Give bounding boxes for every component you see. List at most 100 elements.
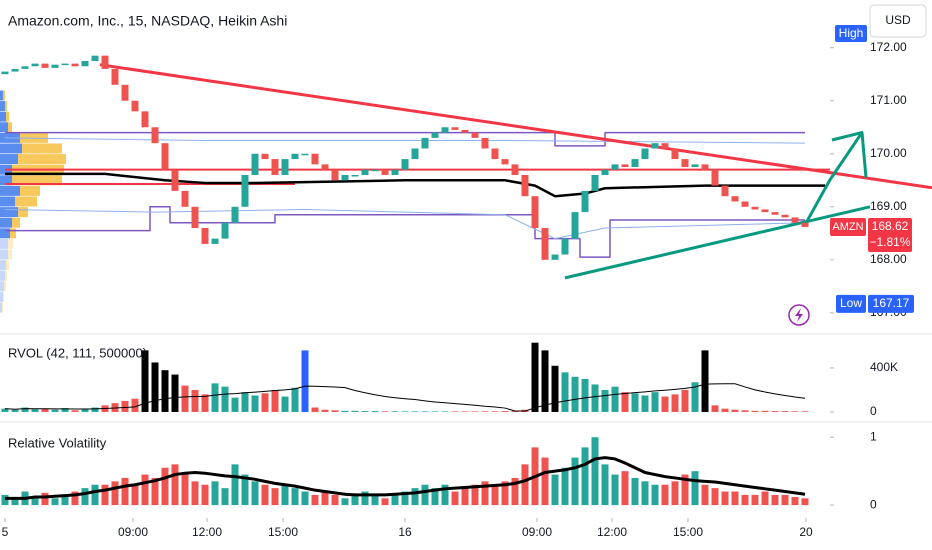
bar: [491, 411, 499, 412]
candle-body: [701, 164, 709, 170]
bar: [791, 496, 799, 506]
x-tick-label: 09:00: [522, 525, 552, 539]
candle-body: [521, 174, 529, 197]
y-tick-label: 0: [870, 497, 877, 511]
y-tick-label: 400K: [870, 360, 898, 374]
line: [5, 456, 806, 500]
bar: [691, 382, 699, 412]
bar: [311, 407, 319, 412]
candle-body: [191, 206, 199, 229]
bar: [711, 488, 719, 506]
bar: [271, 488, 279, 506]
candle-body: [381, 169, 389, 175]
bar: [571, 457, 579, 506]
alert-icon-bolt: [795, 308, 803, 322]
candle-body: [351, 174, 359, 177]
bar: [111, 481, 119, 506]
bar: [51, 409, 59, 412]
candle-body: [41, 63, 49, 68]
bar: [441, 411, 449, 412]
bar: [471, 411, 479, 412]
bar: [681, 474, 689, 506]
candle-body: [731, 196, 739, 202]
bar: [301, 491, 309, 506]
low-price-box: [868, 294, 914, 313]
candle-body: [401, 159, 409, 170]
bar: [261, 484, 269, 506]
bar: [131, 484, 139, 506]
profile-down: [3, 90, 5, 101]
candle-body: [711, 169, 719, 186]
bar: [291, 488, 299, 506]
bar: [311, 494, 319, 506]
bar: [561, 372, 569, 412]
candle-body: [291, 153, 299, 160]
bar: [571, 376, 579, 412]
bar: [761, 491, 769, 506]
bar: [171, 464, 179, 506]
bar: [331, 494, 339, 506]
bar: [621, 392, 629, 412]
bar: [441, 484, 449, 506]
candle-body: [391, 169, 399, 175]
profile-down: [6, 260, 9, 271]
pane-title: Relative Volatility: [8, 435, 107, 450]
candle-body: [281, 159, 289, 175]
bar: [101, 484, 109, 506]
candle-body: [251, 153, 259, 175]
currency[interactable]: USD: [885, 13, 911, 27]
bar: [461, 411, 469, 412]
bar: [151, 477, 159, 506]
bar: [211, 383, 219, 412]
y-tick-label: 0: [870, 404, 877, 418]
candle-body: [411, 148, 419, 160]
candle-body: [781, 214, 789, 218]
bar: [581, 378, 589, 412]
candle-body: [591, 174, 599, 191]
bar: [791, 411, 799, 412]
currency-button[interactable]: [869, 4, 927, 38]
bar: [201, 394, 209, 412]
bar: [671, 394, 679, 412]
bar: [581, 447, 589, 506]
y-tick-label: 172.00: [870, 40, 907, 54]
candle-body: [461, 129, 469, 133]
profile-up: [0, 249, 8, 260]
bar: [611, 474, 619, 506]
bar: [191, 389, 199, 412]
candle-body: [231, 206, 239, 223]
bar: [381, 411, 389, 412]
alert-icon[interactable]: [788, 304, 810, 326]
bar: [71, 491, 79, 506]
candle-body: [121, 84, 129, 101]
bar: [601, 464, 609, 506]
profile-down: [8, 122, 12, 133]
bar: [11, 498, 19, 506]
bar: [141, 474, 149, 506]
profile-down: [20, 185, 40, 196]
bar: [111, 403, 119, 412]
candle-body: [151, 127, 159, 144]
candle-body: [791, 217, 799, 223]
profile-down: [5, 270, 7, 281]
candle-body: [471, 132, 479, 138]
bar: [751, 410, 759, 412]
candle-body: [561, 238, 569, 255]
profile-up: [0, 101, 5, 112]
candle-body: [671, 148, 679, 160]
profile-up: [0, 302, 2, 313]
overlay-line: [99, 63, 932, 190]
bar: [601, 389, 609, 412]
profile-up: [0, 90, 3, 101]
bar: [481, 481, 489, 506]
candle-body: [301, 153, 309, 156]
chart-title: Amazon.com, Inc., 15, NASDAQ, Heikin Ash…: [8, 13, 287, 29]
bar: [411, 488, 419, 506]
x-tick-label: 16: [398, 525, 412, 539]
bar: [281, 484, 289, 506]
bar: [471, 484, 479, 506]
profile-down: [18, 154, 66, 165]
candle-body: [651, 143, 659, 149]
bar: [391, 411, 399, 412]
